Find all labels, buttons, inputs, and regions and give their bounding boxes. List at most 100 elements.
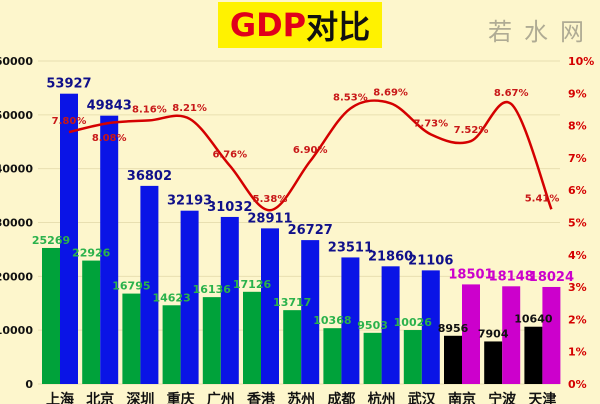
watermark: 若水网 <box>488 18 596 46</box>
data-label-series1: 9503 <box>357 319 388 332</box>
y2-tick-label: 7% <box>568 152 587 165</box>
bar-series1 <box>122 293 141 384</box>
bar-series1 <box>524 326 543 384</box>
bar-series1 <box>444 335 462 384</box>
data-label-series1: 8956 <box>438 322 469 335</box>
x-tick-label: 香港 <box>246 391 276 404</box>
data-label-series2: 26727 <box>288 223 333 238</box>
bar-series2 <box>100 115 119 384</box>
data-label-series2: 28911 <box>247 211 292 226</box>
bar-series2 <box>220 216 239 384</box>
data-label-series2: 21860 <box>368 249 413 264</box>
line-data-label: 8.08% <box>92 133 127 144</box>
y2-tick-label: 2% <box>568 313 587 326</box>
data-label-series2: 23511 <box>328 240 373 255</box>
title-gdp: GDP <box>229 6 307 44</box>
line-data-label: 6.76% <box>212 150 247 161</box>
y2-tick-label: 3% <box>568 281 587 294</box>
data-label-series1: 22926 <box>72 247 111 260</box>
bar-series1 <box>162 305 181 384</box>
line-data-label: 5.38% <box>253 194 288 205</box>
data-label-series1: 16136 <box>193 283 232 296</box>
bar-series2 <box>341 257 360 384</box>
x-tick-label: 广州 <box>207 391 235 404</box>
x-tick-label: 成都 <box>327 391 355 404</box>
x-tick-label: 深圳 <box>126 391 154 404</box>
data-label-series1: 10640 <box>514 313 553 326</box>
x-tick-label: 武汉 <box>408 391 437 404</box>
title-compare: 对比 <box>306 8 371 46</box>
bar-series1 <box>202 297 221 384</box>
line-data-label: 7.80% <box>52 116 87 127</box>
bar-series1 <box>403 330 422 384</box>
y-tick-label: 40000 <box>0 163 33 176</box>
chart-title: GDP 对比 <box>218 2 382 48</box>
data-label-series2: 49843 <box>87 99 132 114</box>
x-tick-label: 重庆 <box>167 391 195 404</box>
bar-series2 <box>542 286 561 384</box>
y2-tick-label: 1% <box>568 346 587 359</box>
data-label-series1: 17126 <box>233 278 272 291</box>
line-data-label: 6.90% <box>293 145 328 156</box>
data-label-series1: 7904 <box>478 327 509 340</box>
x-tick-label: 南京 <box>448 391 476 404</box>
bar-series2 <box>301 240 320 384</box>
x-tick-label: 天津 <box>528 391 556 404</box>
y2-tick-label: 5% <box>568 217 587 230</box>
bar-series2 <box>502 286 521 384</box>
bar-series2 <box>462 284 480 384</box>
data-label-series2: 18148 <box>489 269 534 284</box>
data-label-series1: 10026 <box>394 316 433 329</box>
line-data-label: 7.52% <box>454 125 489 136</box>
data-label-series2: 18024 <box>529 270 574 285</box>
data-label-series1: 14623 <box>152 291 190 304</box>
data-label-series2: 53927 <box>46 77 91 92</box>
y-tick-label: 30000 <box>0 217 33 230</box>
bar-series2 <box>261 228 279 384</box>
bar-series1 <box>484 341 503 384</box>
line-data-label: 7.73% <box>413 118 448 129</box>
y2-tick-label: 0% <box>568 378 587 391</box>
bar-series2 <box>140 185 159 384</box>
bar-series1 <box>283 310 302 384</box>
y2-tick-label: 10% <box>568 55 594 68</box>
x-tick-label: 杭州 <box>368 391 396 404</box>
x-tick-label: 北京 <box>86 391 114 404</box>
bar-series1 <box>243 291 261 384</box>
x-tick-label: 宁波 <box>488 391 517 404</box>
data-label-series2: 32193 <box>167 194 212 209</box>
y-tick-label: 50000 <box>0 109 33 122</box>
data-label-series2: 21106 <box>408 253 453 268</box>
line-data-label: 8.16% <box>132 104 167 115</box>
y2-tick-label: 9% <box>568 87 587 100</box>
bar-series2 <box>180 210 199 384</box>
bar-series1 <box>42 247 60 384</box>
y2-tick-label: 6% <box>568 184 587 197</box>
y-tick-label: 60000 <box>0 55 33 68</box>
bar-series1 <box>82 260 101 384</box>
y-tick-label: 10000 <box>0 324 33 337</box>
bar-series1 <box>323 328 342 384</box>
y2-tick-label: 8% <box>568 120 587 133</box>
line-data-label: 5.41% <box>525 193 560 204</box>
bar-series1 <box>363 332 382 384</box>
y2-tick-label: 4% <box>568 249 587 262</box>
bar-series2 <box>60 93 78 384</box>
y-tick-label: 0 <box>25 378 33 391</box>
data-label-series1: 16795 <box>112 280 150 293</box>
data-label-series2: 36802 <box>127 169 172 184</box>
line-data-label: 8.67% <box>494 88 529 99</box>
data-label-series1: 25269 <box>32 234 70 247</box>
data-label-series1: 13717 <box>273 296 311 309</box>
data-label-series2: 18501 <box>448 267 493 282</box>
growth-rate-line <box>68 99 553 212</box>
bar-series2 <box>381 266 400 384</box>
bar-series2 <box>421 270 440 384</box>
y-tick-label: 20000 <box>0 270 33 283</box>
x-tick-label: 苏州 <box>287 391 315 404</box>
data-label-series2: 31032 <box>207 200 252 215</box>
data-label-series1: 10368 <box>313 314 351 327</box>
line-data-label: 8.21% <box>172 103 207 114</box>
